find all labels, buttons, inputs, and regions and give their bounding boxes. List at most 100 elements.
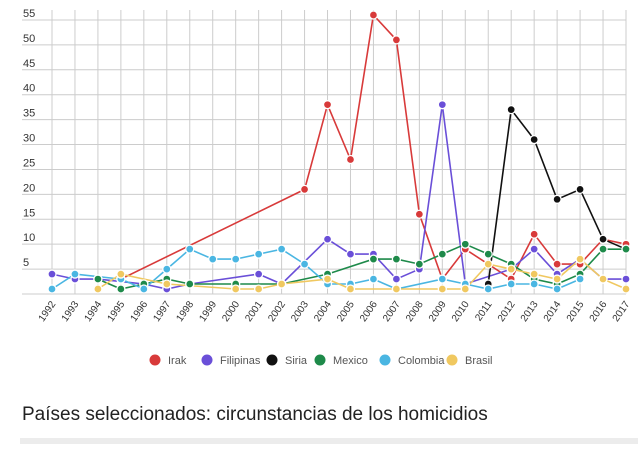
data-point-colombia <box>276 244 287 254</box>
data-point-colombia <box>506 279 516 289</box>
data-point-brasil <box>322 274 333 284</box>
y-tick-label: 55 <box>23 8 35 20</box>
data-point-irak <box>414 209 425 219</box>
x-tick-label: 2002 <box>266 299 288 324</box>
legend-label: Irak <box>168 355 187 367</box>
x-tick-label: 2006 <box>358 299 380 324</box>
data-point-irak <box>368 10 379 20</box>
data-point-filipinas <box>345 249 356 259</box>
data-point-mexico <box>368 254 379 264</box>
legend-label: Brasil <box>465 355 493 367</box>
legend-swatch <box>379 354 391 366</box>
x-tick-label: 2004 <box>312 299 334 324</box>
y-tick-label: 5 <box>23 257 29 269</box>
data-point-colombia <box>70 269 80 279</box>
x-tick-label: 1993 <box>60 299 82 324</box>
x-tick-label: 2007 <box>381 299 403 324</box>
legend-item-brasil[interactable]: Brasil <box>446 354 493 368</box>
legend: Irak Filipinas Siria Mexico Colombia Brasil <box>149 354 493 368</box>
data-point-brasil <box>93 284 103 294</box>
data-point-brasil <box>598 274 608 284</box>
data-point-mexico <box>437 249 447 259</box>
data-point-brasil <box>575 254 585 264</box>
data-point-colombia <box>575 274 585 284</box>
x-tick-label: 2016 <box>588 299 610 324</box>
data-point-brasil <box>437 284 447 294</box>
data-point-colombia <box>231 254 241 264</box>
data-point-filipinas <box>47 269 57 279</box>
data-point-filipinas <box>322 234 333 244</box>
y-tick-label: 35 <box>23 108 35 120</box>
x-tick-label: 1998 <box>174 299 196 324</box>
data-point-irak <box>552 259 562 269</box>
data-point-colombia <box>368 274 379 284</box>
data-point-irak <box>345 154 356 165</box>
data-point-filipinas <box>437 100 447 110</box>
legend-swatch <box>201 354 213 366</box>
legend-label: Siria <box>285 355 308 367</box>
legend-item-colombia[interactable]: Colombia <box>379 354 446 368</box>
series-line-colombia <box>51 248 581 290</box>
data-point-brasil <box>621 284 631 294</box>
legend-swatch <box>314 354 326 366</box>
x-tick-label: 1994 <box>83 299 105 324</box>
data-point-brasil <box>460 284 470 294</box>
legend-item-mexico[interactable]: Mexico <box>314 354 368 368</box>
data-point-colombia <box>552 284 562 294</box>
x-tick-label: 2000 <box>220 299 242 324</box>
y-tick-label: 25 <box>23 157 35 169</box>
y-axis-ticks: 5 10 15 20 25 30 35 40 45 50 55 <box>23 8 35 269</box>
data-point-brasil <box>253 284 264 294</box>
x-tick-label: 2015 <box>565 299 587 324</box>
x-tick-label: 1997 <box>151 299 173 324</box>
data-point-filipinas <box>391 274 402 284</box>
data-point-brasil <box>276 279 287 289</box>
data-point-siria <box>575 184 585 195</box>
legend-item-irak[interactable]: Irak <box>149 354 187 368</box>
x-tick-label: 2013 <box>519 299 541 324</box>
data-point-siria <box>529 134 539 145</box>
data-point-mexico <box>621 244 631 254</box>
x-tick-label: 2011 <box>473 299 495 323</box>
data-point-filipinas <box>621 274 631 284</box>
data-point-colombia <box>139 284 149 294</box>
legend-swatch <box>266 354 278 366</box>
legend-label: Filipinas <box>220 355 261 367</box>
data-point-siria <box>598 234 608 244</box>
x-tick-label: 2012 <box>496 299 518 324</box>
legend-label: Mexico <box>333 355 368 367</box>
data-point-brasil <box>483 259 493 269</box>
y-tick-label: 40 <box>23 83 35 95</box>
legend-label: Colombia <box>398 355 445 367</box>
y-tick-label: 45 <box>23 58 35 70</box>
legend-swatch <box>446 354 458 366</box>
data-point-brasil <box>529 269 539 279</box>
data-point-brasil <box>552 274 562 284</box>
data-point-mexico <box>483 249 493 259</box>
data-point-mexico <box>185 279 195 289</box>
data-point-brasil <box>391 284 402 294</box>
legend-item-siria[interactable]: Siria <box>266 354 308 368</box>
data-point-colombia <box>162 264 172 274</box>
data-point-siria <box>506 104 516 115</box>
x-tick-label: 2010 <box>450 299 472 324</box>
data-point-brasil <box>345 284 356 294</box>
x-tick-label: 1992 <box>37 299 59 324</box>
data-point-filipinas <box>253 269 264 279</box>
y-tick-label: 50 <box>23 33 35 45</box>
legend-item-filipinas[interactable]: Filipinas <box>201 354 261 368</box>
data-point-colombia <box>299 259 310 269</box>
data-point-colombia <box>529 279 539 289</box>
legend-swatch <box>149 354 161 366</box>
data-point-irak <box>391 35 402 45</box>
data-point-brasil <box>162 279 172 289</box>
y-tick-label: 30 <box>23 133 35 145</box>
x-tick-label: 1996 <box>129 299 151 324</box>
data-point-mexico <box>116 284 126 294</box>
x-tick-label: 1999 <box>197 299 219 324</box>
data-point-irak <box>529 229 539 239</box>
data-point-brasil <box>116 269 126 279</box>
data-point-irak <box>322 100 333 110</box>
data-point-colombia <box>253 249 264 259</box>
